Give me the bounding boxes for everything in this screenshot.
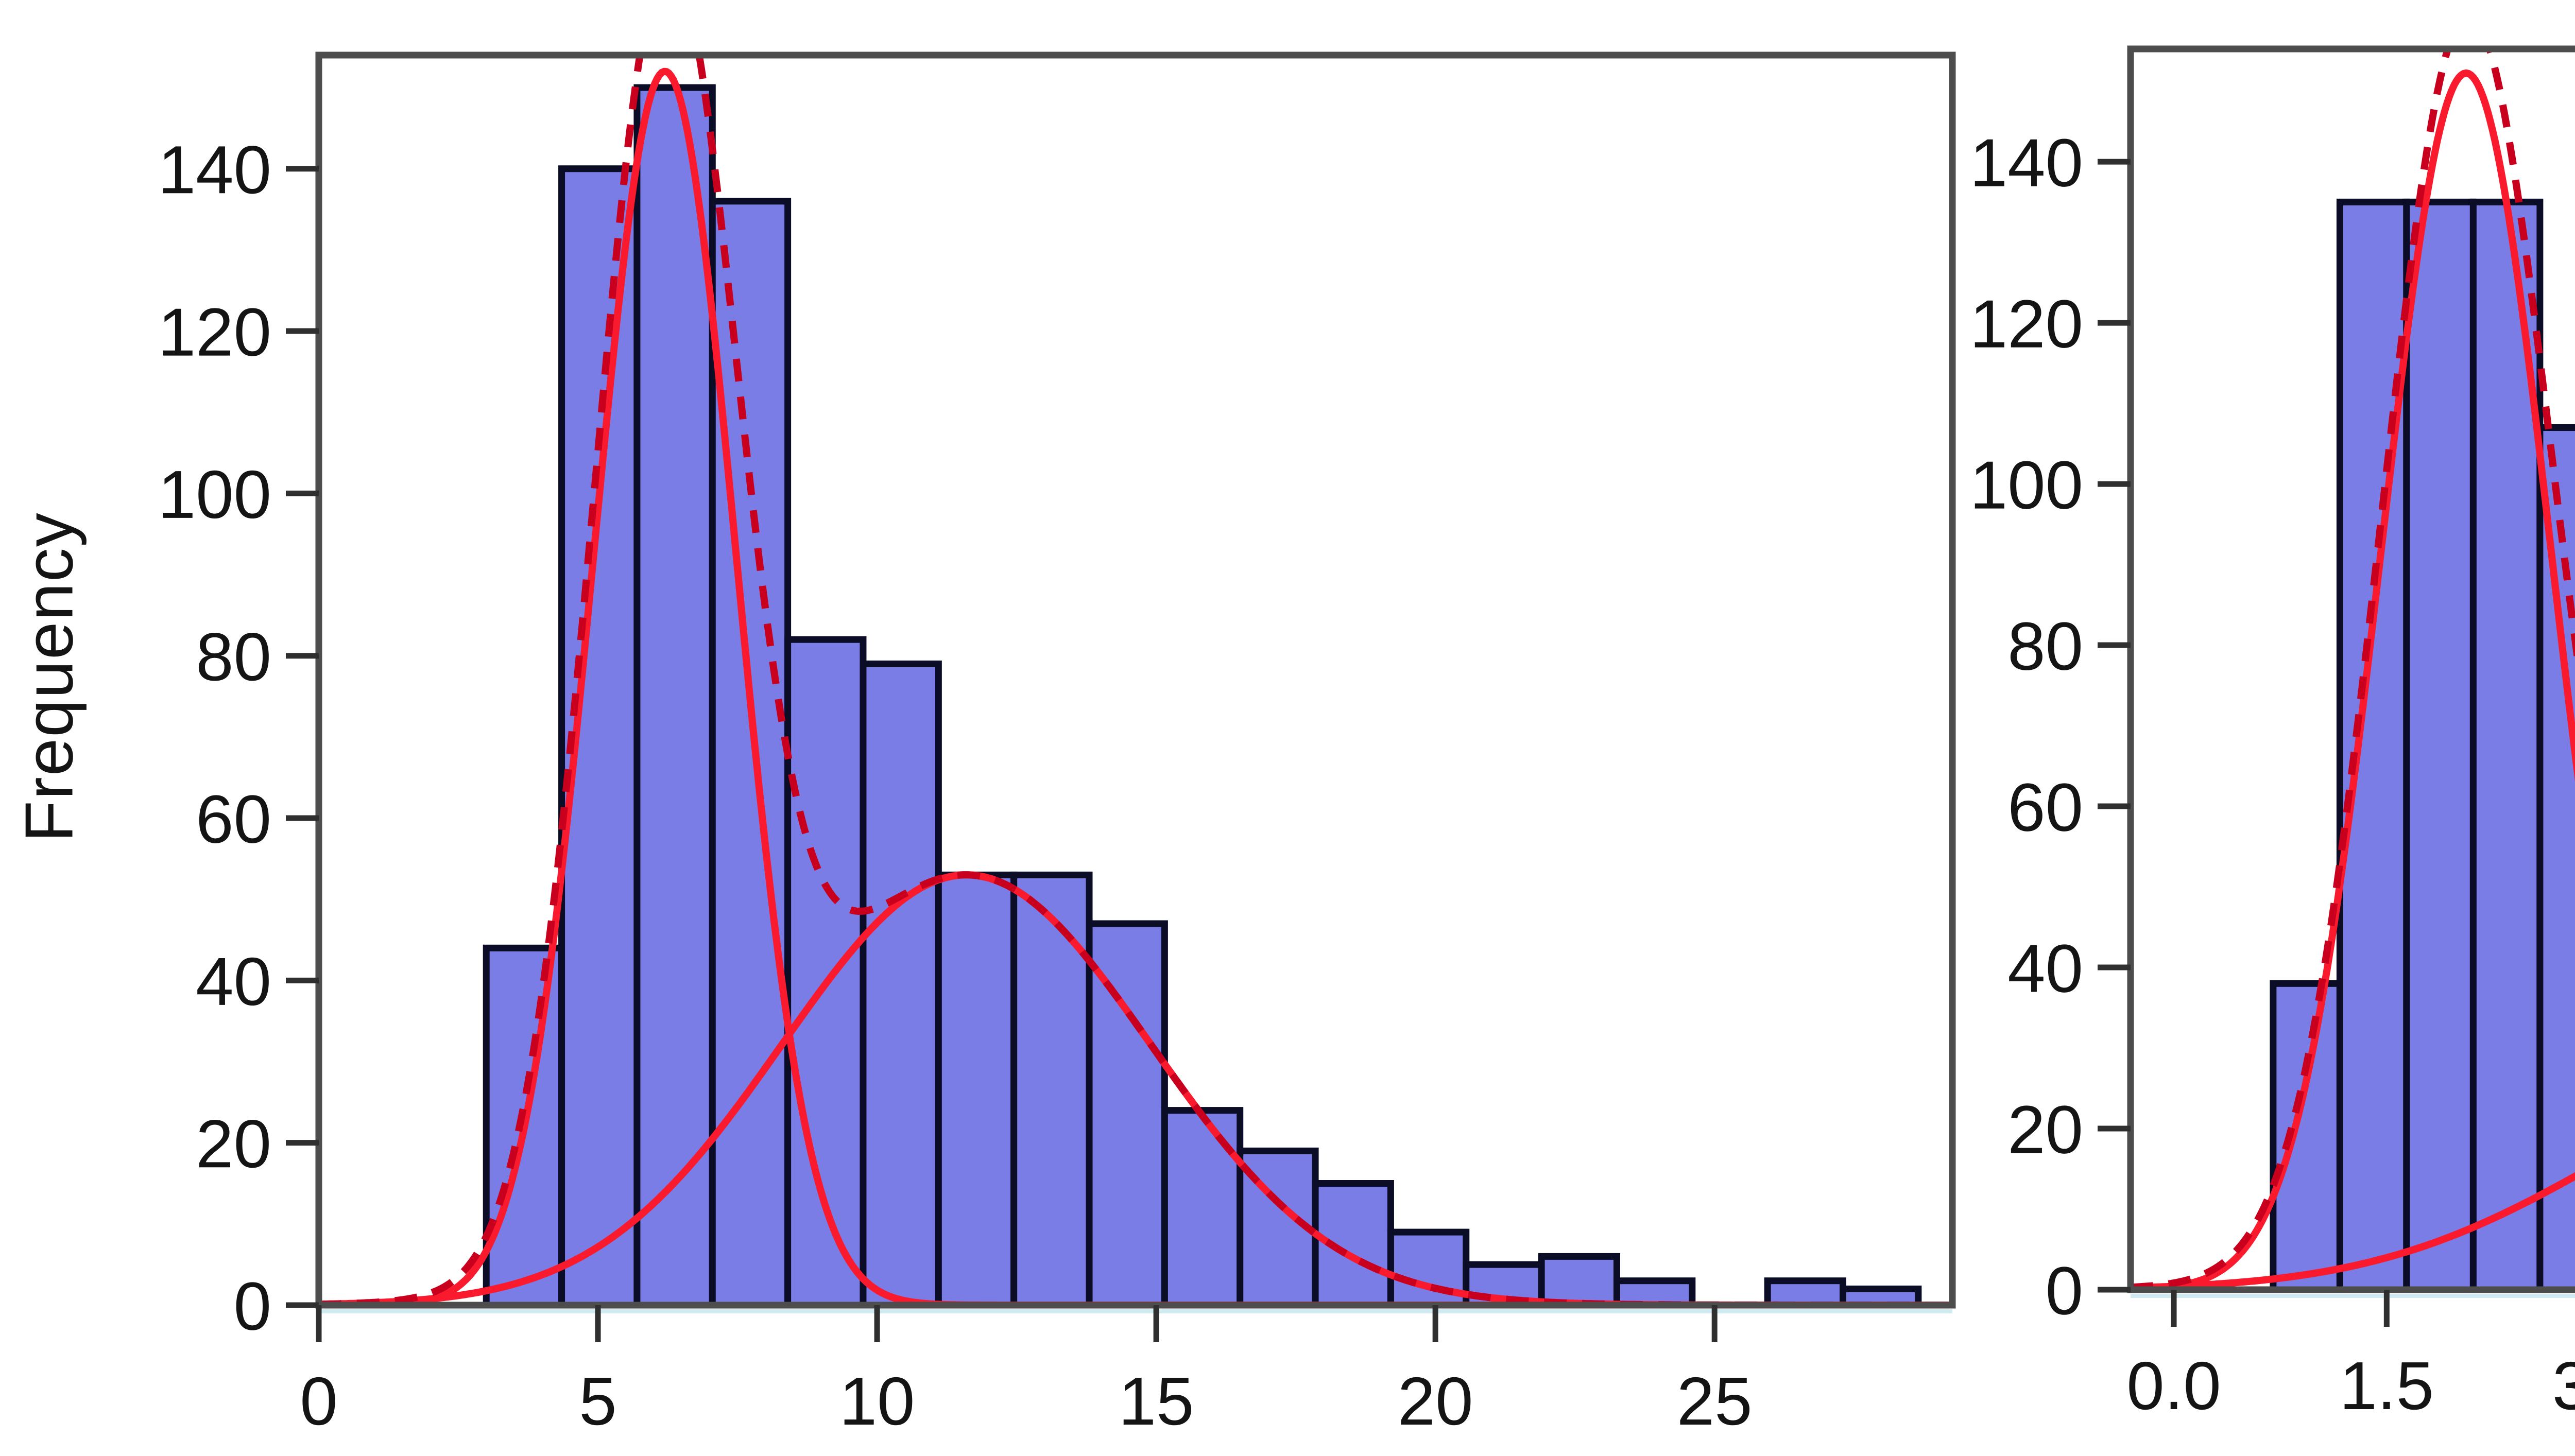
histogram-bar — [1161, 1107, 1244, 1309]
fit-curve-mixture-total — [2131, 49, 2575, 1290]
histogram-bar — [633, 84, 716, 1309]
fit-curve-component-2 — [2131, 1172, 2575, 1290]
x-tick-label: 1.5 — [2340, 1348, 2434, 1424]
y-axis-title: Frequency — [11, 512, 87, 842]
histogram-bar — [2536, 424, 2575, 1293]
x-tick-label: 20 — [1398, 1363, 1473, 1439]
histogram-bar — [1538, 1253, 1620, 1309]
y-tick-label: 60 — [2007, 770, 2083, 845]
plot-frame — [2127, 45, 2575, 1293]
y-tick-label: 60 — [196, 782, 271, 857]
x-tick-label: 0.0 — [2126, 1348, 2221, 1424]
plot-frame — [315, 51, 1956, 1309]
histogram-bar — [860, 660, 942, 1309]
y-tick-label: 100 — [1970, 447, 2083, 523]
y-tick-label: 80 — [196, 619, 271, 695]
x-tick-label: 10 — [839, 1363, 915, 1439]
y-tick-label: 140 — [1970, 125, 2083, 201]
histogram-bar — [2270, 980, 2343, 1293]
x-tick-label: 5 — [579, 1363, 616, 1439]
histogram-bar — [935, 871, 1018, 1309]
y-tick-label: 0 — [2046, 1253, 2083, 1329]
fit-curve-component-1 — [319, 67, 1952, 1305]
y-tick-label: 80 — [2007, 609, 2083, 684]
y-tick-label: 120 — [1970, 286, 2083, 362]
x-tick-label: 25 — [1677, 1363, 1753, 1439]
x-tick-label: 15 — [1119, 1363, 1194, 1439]
y-tick-label: 140 — [158, 132, 271, 207]
histogram-bar — [709, 198, 792, 1309]
fit-curve-component-1 — [2131, 69, 2575, 1290]
y-tick-label: 40 — [2007, 931, 2083, 1007]
x-tick-label: 3.0 — [2552, 1348, 2575, 1424]
y-tick-label: 0 — [234, 1269, 271, 1344]
histogram-bar — [2336, 198, 2410, 1293]
y-tick-label: 100 — [158, 457, 271, 532]
histogram-bar — [1010, 871, 1093, 1309]
histogram-bar — [1764, 1277, 1847, 1309]
y-tick-label: 120 — [158, 294, 271, 370]
histogram-bar — [2403, 198, 2477, 1293]
y-tick-label: 20 — [2007, 1092, 2083, 1168]
y-tick-label: 20 — [196, 1106, 271, 1182]
histogram-panel-right: 0204060801001201400.01.53.04.56.07.59.01… — [1970, 45, 2575, 1424]
y-tick-label: 40 — [196, 944, 271, 1019]
histogram-panel-left: 0 20 40 60 80 100 120 140 0 5 10 15 20 25 — [158, 51, 1956, 1439]
x-tick-label: 0 — [300, 1363, 337, 1439]
